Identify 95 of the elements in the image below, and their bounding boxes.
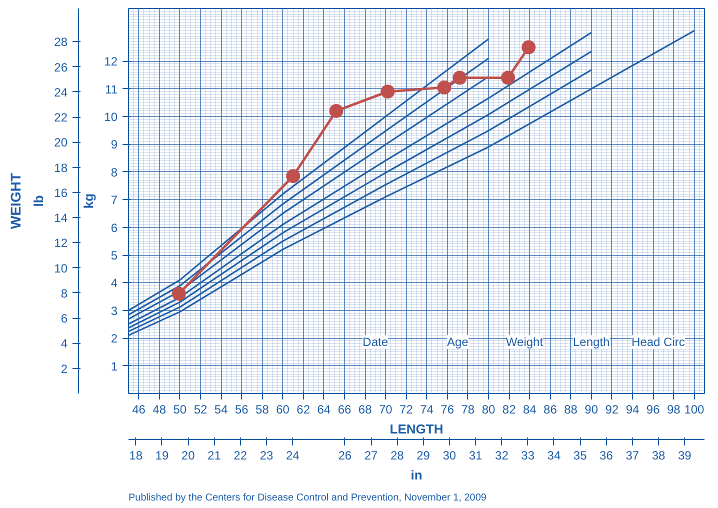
x2-tick-label: 38 (652, 448, 666, 462)
x-tick-label: 92 (605, 402, 619, 416)
y-tick-label: 7 (110, 193, 118, 208)
x2-tick-label: 32 (495, 448, 509, 462)
x2-tick-label: 22 (234, 448, 248, 462)
text: WEIGHT (8, 172, 24, 229)
y-tick-label: 3 (110, 304, 118, 318)
y-tick-label: 6 (110, 220, 118, 235)
x-tick-label: 76 (440, 402, 454, 416)
line-series (128, 30, 696, 336)
x2-tick-label: 36 (600, 448, 614, 462)
x-tick-label: 84 (522, 402, 537, 416)
x-axis-title: LENGTH (390, 422, 444, 436)
x-tick-label: 80 (482, 402, 496, 416)
y2-tick-label: 26 (54, 60, 68, 74)
point (172, 286, 186, 301)
y-tick-label: 9 (110, 138, 118, 152)
y2-tick-label: 8 (60, 286, 68, 300)
x-tick-label: 50 (173, 402, 187, 416)
y-tick-label: 2 (110, 332, 118, 346)
point (452, 70, 467, 85)
x-tick-label: 100 (684, 402, 705, 416)
x2-tick-label: 28 (390, 448, 404, 462)
x2-tick-label: 21 (208, 448, 222, 462)
y2-tick-label: 24 (54, 85, 68, 100)
x2-tick-label: 34 (547, 448, 561, 462)
x2-tick-label: 35 (573, 448, 588, 462)
x2-tick-label: 24 (286, 448, 300, 462)
y-tick-label: 11 (105, 82, 118, 96)
point (329, 104, 344, 118)
y2-axis-title: lb (31, 195, 46, 207)
x2-tick-label: 18 (129, 448, 143, 462)
annotation: Head Circ (632, 335, 685, 350)
x-tick-label: 48 (152, 402, 166, 416)
x2-tick-label: 39 (678, 448, 692, 462)
point (501, 70, 516, 85)
x2-tick-label: 30 (442, 448, 456, 462)
x-tick-label: 88 (564, 402, 578, 416)
x-tick-label: 58 (256, 402, 270, 416)
annotation: Age (446, 335, 469, 350)
x-tick-label: 70 (378, 402, 393, 416)
x-tick-label: 90 (584, 402, 598, 416)
y2-tick-label: 18 (54, 160, 68, 175)
x-tick-label: 98 (666, 402, 681, 416)
y-tick-label: 10 (104, 110, 118, 124)
x2-tick-label: 20 (181, 448, 196, 462)
x2-tick-label: 19 (155, 448, 169, 462)
x-tick-label: 54 (214, 402, 228, 416)
x-tick-label: 52 (194, 402, 208, 416)
x2-axis-title: in (410, 468, 422, 482)
point (522, 40, 536, 54)
y2-tick-label: 28 (54, 35, 68, 50)
x-tick-label: 82 (502, 402, 516, 416)
x-tick-label: 78 (461, 402, 475, 416)
y-tick-label: 4 (110, 276, 118, 290)
y-tick-label: 1 (110, 359, 118, 374)
x-tick-label: 60 (276, 402, 290, 416)
point (286, 169, 300, 184)
x-tick-label: 62 (296, 402, 310, 416)
y2-tick-label: 16 (54, 186, 68, 200)
point (380, 84, 395, 99)
y-tick-label: 8 (110, 165, 118, 180)
y-axis-title: kg (81, 193, 96, 209)
x-tick-label: 66 (338, 402, 352, 416)
x-tick-label: 74 (420, 402, 434, 416)
x-tick-label: 64 (317, 402, 331, 416)
x-tick-label: 46 (132, 402, 146, 416)
x2-tick-label: 26 (338, 448, 352, 462)
x-tick-label: 72 (400, 402, 414, 416)
annotation: Weight (506, 335, 544, 350)
x2-tick-label: 23 (260, 448, 274, 462)
y2-tick-label: 6 (60, 312, 68, 326)
x-tick-label: 96 (646, 402, 660, 416)
x-tick-label: 68 (358, 402, 372, 416)
x2-tick-label: 31 (468, 448, 483, 462)
x-tick-label: 94 (626, 402, 640, 416)
x2-tick-label: 27 (364, 448, 378, 462)
x-tick-label: 56 (234, 402, 249, 416)
y2-tick-label: 22 (54, 110, 68, 125)
annotation: Length (573, 335, 610, 350)
y2-tick-label: 12 (54, 236, 68, 250)
y2-tick-label: 2 (60, 362, 68, 376)
y2-tick-label: 10 (54, 261, 68, 276)
x2-tick-label: 33 (521, 448, 535, 462)
y2-tick-label: 20 (54, 136, 68, 150)
annotation: Date (362, 335, 388, 350)
x2-tick-label: 29 (416, 448, 430, 462)
y-tick-label: 5 (110, 248, 118, 263)
y2-tick-label: 14 (54, 211, 68, 226)
x2-tick-label: 37 (626, 448, 640, 462)
x-tick-label: 86 (544, 402, 558, 416)
point (437, 80, 452, 94)
y2-tick-label: 4 (60, 336, 68, 351)
text: Published by the Centers for Disease Control and Prevention, November 1, 2009 (128, 492, 487, 504)
y-tick-label: 12 (104, 54, 118, 69)
